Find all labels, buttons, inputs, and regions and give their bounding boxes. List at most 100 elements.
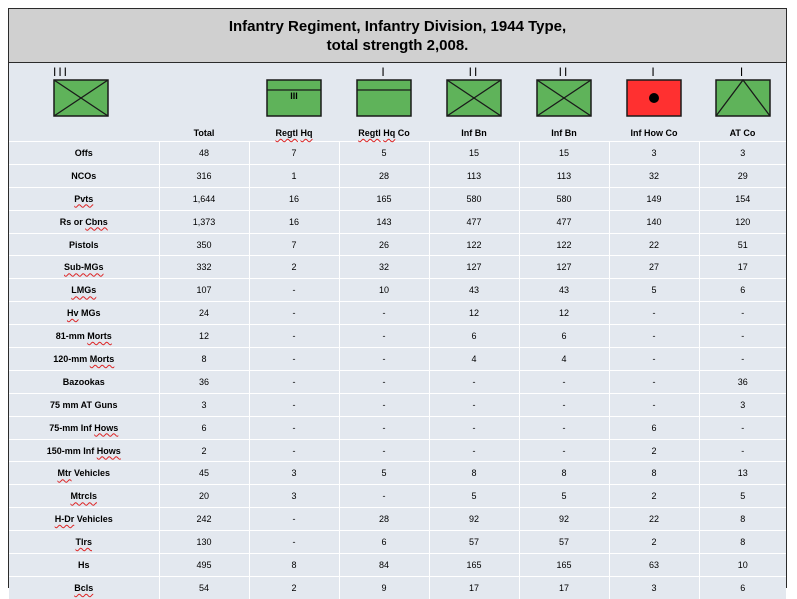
header-cell-0: III <box>9 63 159 142</box>
table-cell: 127 <box>428 255 519 279</box>
table-cell: 8 <box>698 507 786 531</box>
table-cell: 15 <box>428 141 519 165</box>
table-cell: 165 <box>518 553 609 577</box>
howitzer-unit-symbol-6 <box>626 79 682 117</box>
table-cell: 580 <box>518 186 609 211</box>
table-cell: 580 <box>428 186 519 211</box>
table-cell: - <box>518 415 609 440</box>
title-line-1: Infantry Regiment, Infantry Division, 19… <box>228 17 567 35</box>
table-body: Offs 48 7 5 15 15 3 3 NCOs 316 1 28 113 113 32 29 Pvts 1,… <box>9 141 786 599</box>
table-cell: - <box>428 438 519 462</box>
header-cell-2: III Regtl Hq <box>249 63 339 142</box>
table-cell: - <box>518 438 609 462</box>
table-cell: - <box>338 392 429 417</box>
table-cell: - <box>698 438 786 462</box>
table-cell: 27 <box>608 255 699 279</box>
org-table-frame: Infantry Regiment, Infantry Division, 19… <box>8 8 787 599</box>
echelon-mark: II <box>468 65 480 79</box>
table-cell: 17 <box>518 575 609 599</box>
table-cell: 17 <box>698 255 786 279</box>
table-cell: 242 <box>158 507 249 531</box>
table-cell: - <box>248 392 339 417</box>
table-cell: 130 <box>158 530 249 554</box>
table-cell: 92 <box>518 507 609 531</box>
table-cell: 8 <box>158 347 249 371</box>
table-cell: 32 <box>338 255 429 279</box>
table-cell: - <box>428 392 519 417</box>
table-cell: - <box>248 369 339 394</box>
table-cell: - <box>248 438 339 462</box>
table-cell: 477 <box>428 209 519 234</box>
table-cell: 22 <box>608 232 699 256</box>
table-cell: - <box>248 324 339 348</box>
header-cell-1: Total <box>159 63 249 142</box>
table-cell: 84 <box>338 553 429 577</box>
row-label: NCOs <box>9 163 159 188</box>
echelon-mark: I <box>739 65 746 79</box>
table-row: 75 mm AT Guns 3- - - - -3 <box>9 392 786 417</box>
table-cell: 8 <box>428 461 519 485</box>
table-cell: 2 <box>608 484 699 508</box>
echelon-mark: II <box>558 65 570 79</box>
table-cell: 122 <box>518 232 609 256</box>
row-label: Mtrcls <box>9 484 159 508</box>
row-label: Pistols <box>9 232 159 256</box>
table-cell: 5 <box>608 278 699 302</box>
table-cell: 3 <box>698 392 786 417</box>
table-cell: 4 <box>428 347 519 371</box>
table-cell: 2 <box>158 438 249 462</box>
column-header-label: AT Co <box>729 128 756 138</box>
table-cell: 316 <box>158 163 249 188</box>
column-header-label: Inf Bn <box>551 128 577 138</box>
table-row: Hs 495 8 84 165 165 63 10 <box>9 553 786 577</box>
table-cell: - <box>248 415 339 440</box>
header-cell-6: I Inf How Co <box>609 63 699 142</box>
table-cell: 12 <box>428 301 519 325</box>
table-row: Offs 48 7 5 15 15 3 3 <box>9 141 786 165</box>
header-cell-7: I AT Co <box>699 63 786 142</box>
table-cell: 6 <box>338 530 429 554</box>
table-cell: 127 <box>518 255 609 279</box>
row-label: Rs or Cbns <box>9 209 159 234</box>
table-cell: 6 <box>698 575 786 599</box>
table-cell: 3 <box>608 575 699 599</box>
table-cell: 20 <box>158 484 249 508</box>
hq-unit-symbol-2: III <box>266 79 322 117</box>
table-cell: - <box>338 484 429 508</box>
table-cell: 63 <box>608 553 699 577</box>
table-cell: - <box>698 301 786 325</box>
table-cell: 8 <box>248 553 339 577</box>
table-cell: 149 <box>608 186 699 211</box>
table-row: Tlrs 130-6 57 57 2 8 <box>9 530 786 554</box>
antitank-unit-symbol-7 <box>714 79 771 117</box>
table-cell: - <box>698 347 786 371</box>
table-cell: 140 <box>608 209 699 234</box>
row-label: Mtr Vehicles <box>9 461 159 485</box>
infantry-unit-symbol-4 <box>446 79 502 117</box>
table-cell: 2 <box>248 255 339 279</box>
table-cell: 24 <box>158 301 249 325</box>
title-line-2: total strength 2,008. <box>326 36 469 54</box>
table-cell: 26 <box>338 232 429 256</box>
table-row: 75-mm Inf Hows 6- - - -6- <box>9 415 786 440</box>
table-cell: 5 <box>428 484 519 508</box>
table-cell: - <box>428 369 519 394</box>
infantry-unit-symbol-5 <box>536 79 592 117</box>
table-row: Mtrcls 20 3-5 5 2 5 <box>9 484 786 508</box>
table-cell: 10 <box>338 278 429 302</box>
row-label: Bcls <box>9 575 159 599</box>
column-header-label: Inf How Co <box>630 128 678 138</box>
table-row: Pistols 350 7 26 122 122 22 51 <box>9 232 786 256</box>
table-cell: 10 <box>698 553 786 577</box>
table-cell: 12 <box>518 301 609 325</box>
table-cell: 54 <box>158 575 249 599</box>
table-cell: - <box>608 392 699 417</box>
header-cell-5: II Inf Bn <box>519 63 609 142</box>
table-cell: 3 <box>248 461 339 485</box>
row-label: LMGs <box>9 278 159 302</box>
table-cell: 6 <box>158 415 249 440</box>
table-cell: 15 <box>518 141 609 165</box>
table-cell: - <box>608 347 699 371</box>
row-label: Tlrs <box>9 530 159 554</box>
table-cell: 57 <box>428 530 519 554</box>
